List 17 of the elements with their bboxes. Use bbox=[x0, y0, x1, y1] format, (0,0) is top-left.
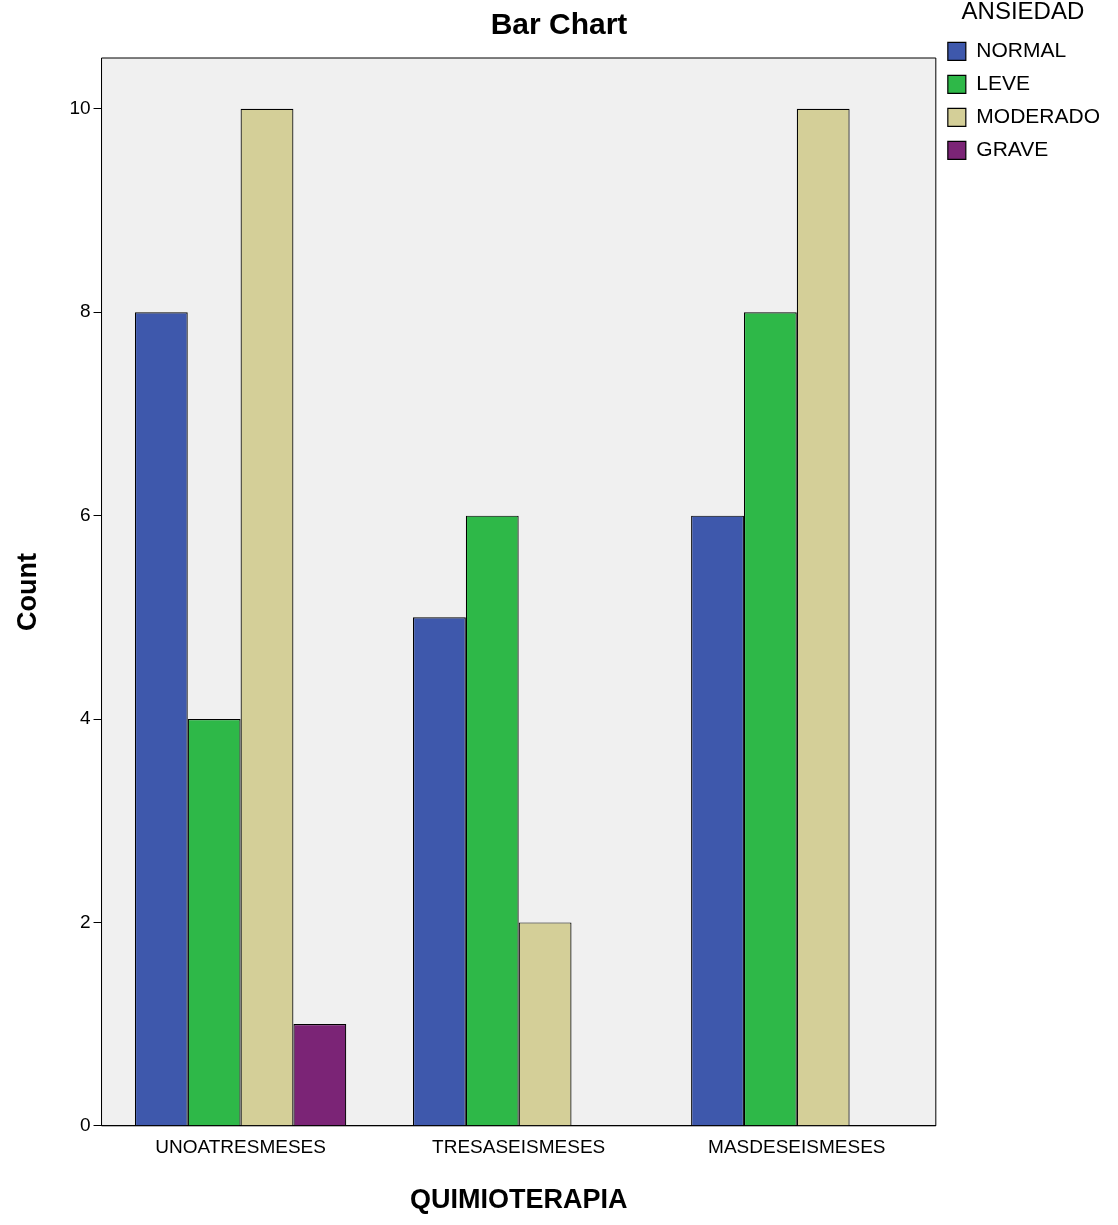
y-tick-label: 0 bbox=[79, 1114, 91, 1136]
x-tick-label: MASDESEISMESES bbox=[708, 1136, 886, 1158]
y-tick-label: 2 bbox=[79, 910, 91, 932]
chart-title: Bar Chart bbox=[490, 7, 628, 41]
legend-title: ANSIEDAD bbox=[961, 0, 1085, 24]
y-tick-label: 10 bbox=[69, 97, 91, 119]
x-tick-label: UNOATRESMESES bbox=[155, 1136, 326, 1158]
legend-label: GRAVE bbox=[976, 137, 1049, 161]
legend-label: MODERADO bbox=[976, 104, 1101, 128]
legend-label: NORMAL bbox=[976, 38, 1067, 62]
y-axis-title: Count bbox=[11, 552, 42, 631]
y-tick-label: 4 bbox=[79, 707, 91, 729]
x-axis-title: QUIMIOTERAPIA bbox=[409, 1184, 628, 1215]
y-tick-label: 8 bbox=[79, 300, 91, 322]
x-tick-label: TRESASEISMESES bbox=[432, 1136, 606, 1158]
y-tick-label: 6 bbox=[79, 503, 91, 525]
legend-label: LEVE bbox=[976, 71, 1031, 95]
